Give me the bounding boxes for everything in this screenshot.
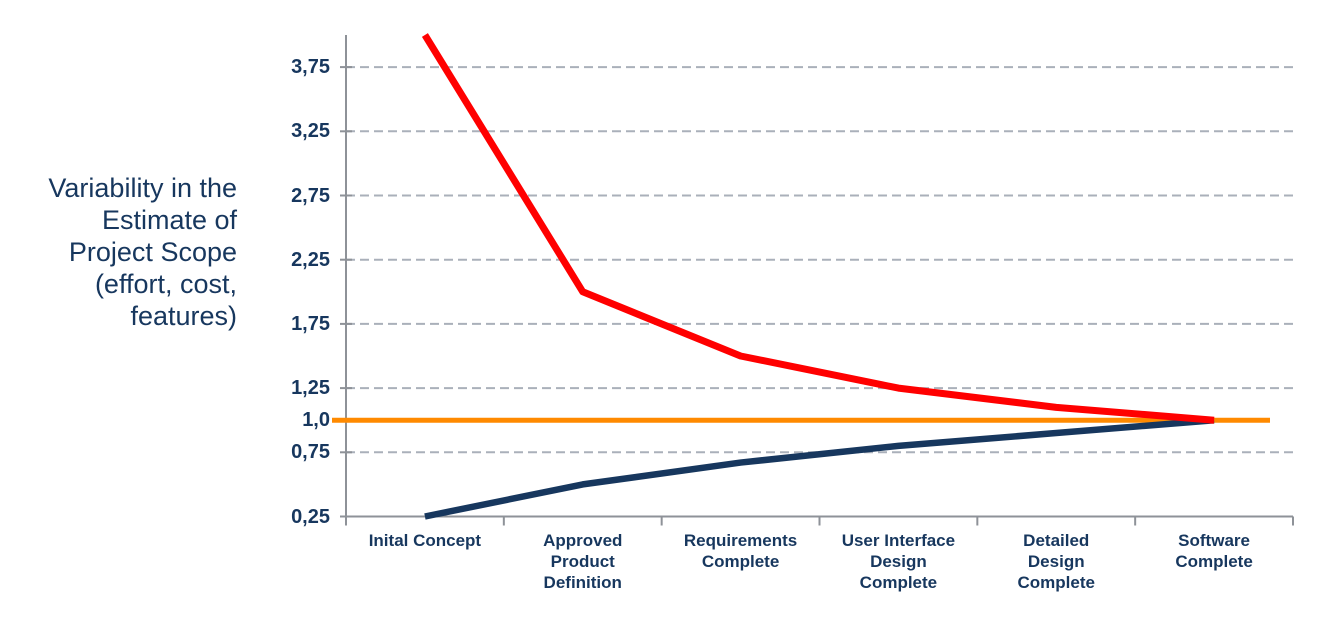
series-upper-estimate	[421, 33, 1215, 424]
series-lower-estimate	[424, 416, 1215, 520]
y-axis-title: Variability in the Estimate of Project S…	[48, 173, 237, 331]
